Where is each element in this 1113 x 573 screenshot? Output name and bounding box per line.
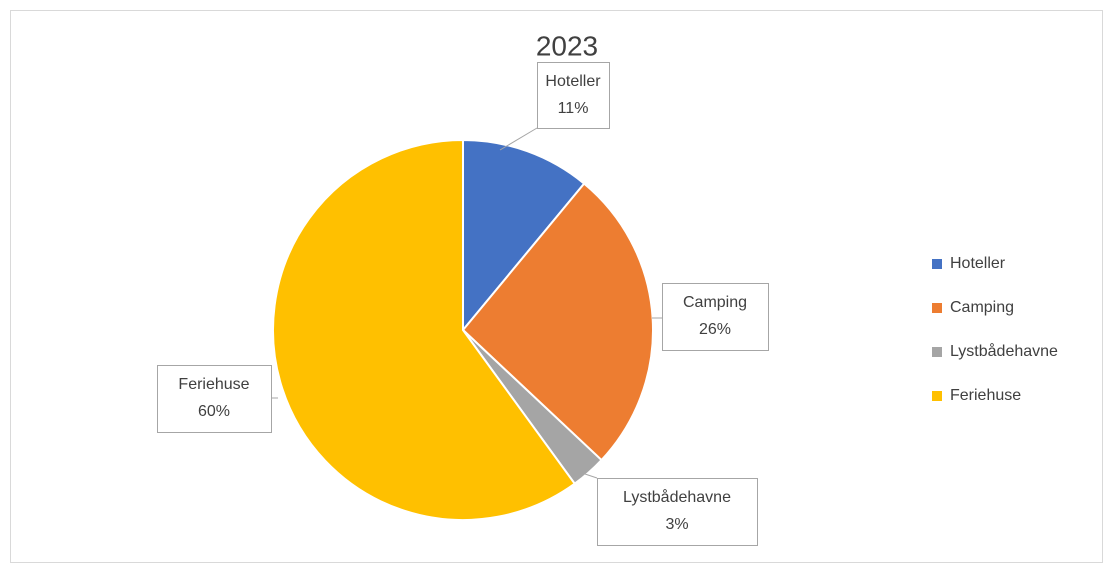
legend-label: Hoteller	[950, 255, 1006, 272]
leader-line	[584, 473, 598, 479]
data-label-value: 3%	[665, 516, 688, 533]
legend-label: Feriehuse	[950, 387, 1021, 404]
legend-swatch	[932, 259, 942, 269]
label-box	[597, 478, 758, 546]
chart-title: 2023	[536, 30, 598, 61]
label-box	[157, 365, 272, 433]
data-label-name: Hoteller	[545, 73, 601, 90]
data-label-name: Camping	[683, 294, 747, 311]
data-label-value: 26%	[699, 321, 731, 338]
data-label-name: Feriehuse	[178, 376, 249, 393]
legend-swatch	[932, 391, 942, 401]
legend-label: Lystbådehavne	[950, 342, 1058, 360]
legend-swatch	[932, 303, 942, 313]
data-label-value: 11%	[558, 100, 589, 117]
leader-line	[499, 127, 538, 151]
legend-label: Camping	[950, 299, 1014, 316]
pie-slice	[272, 138, 577, 521]
data-label-name: Lystbådehavne	[623, 488, 731, 506]
label-box	[662, 283, 769, 351]
pie-slice	[462, 138, 586, 333]
legend-swatch	[932, 347, 942, 357]
label-box	[537, 62, 610, 129]
data-label-value: 60%	[198, 403, 230, 420]
